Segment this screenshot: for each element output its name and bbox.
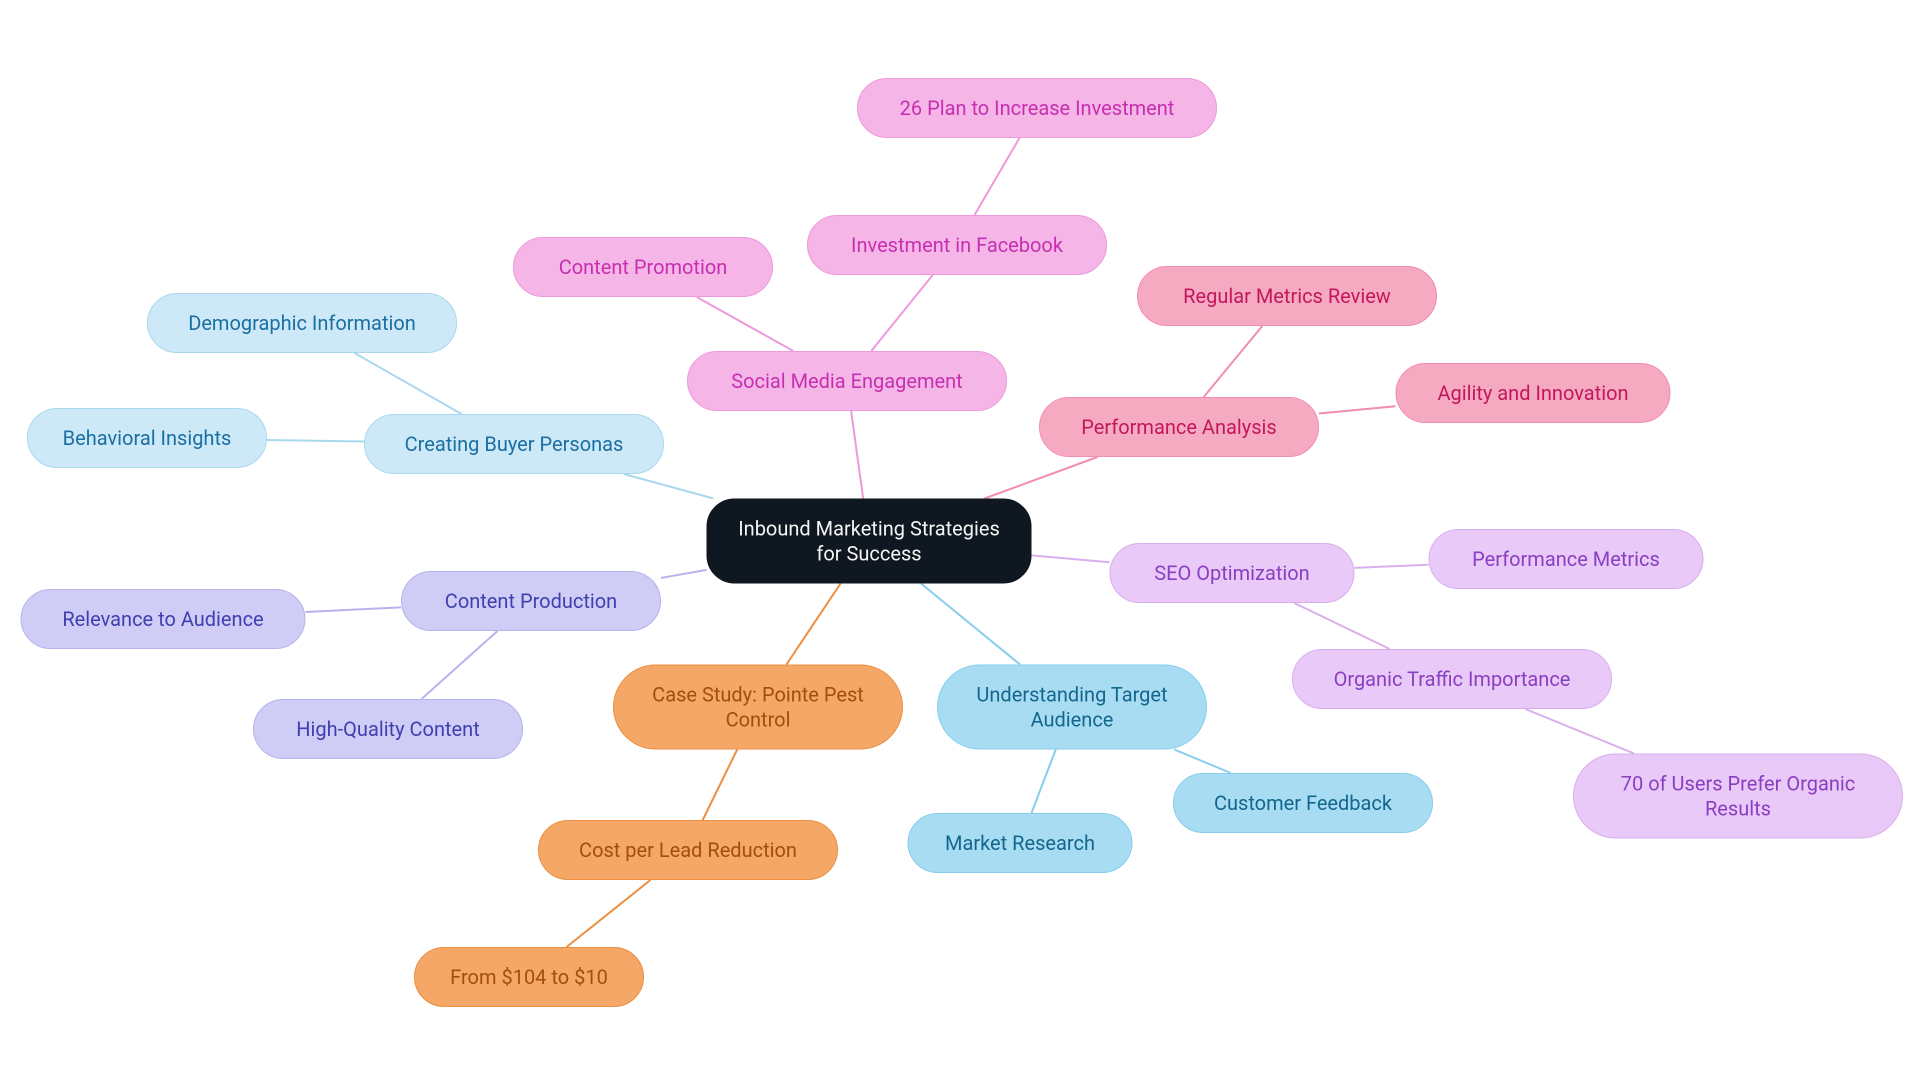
node-social: Social Media Engagement: [687, 351, 1007, 411]
node-demographic: Demographic Information: [147, 293, 457, 353]
node-label: Performance Metrics: [1472, 547, 1660, 572]
node-label: Inbound Marketing Strategies for Success: [738, 516, 1000, 566]
node-label: Agility and Innovation: [1437, 381, 1628, 406]
edge: [1525, 709, 1634, 754]
node-content-prod: Content Production: [401, 571, 661, 631]
node-label: From $104 to $10: [450, 965, 608, 990]
edge: [355, 353, 462, 414]
node-label: Customer Feedback: [1214, 791, 1392, 816]
node-behavioral: Behavioral Insights: [27, 408, 267, 468]
node-label: Demographic Information: [188, 311, 416, 336]
node-perf-metrics: Performance Metrics: [1429, 529, 1704, 589]
node-cpl: Cost per Lead Reduction: [538, 820, 838, 880]
edge: [267, 440, 364, 442]
node-case-study: Case Study: Pointe Pest Control: [613, 665, 903, 750]
node-understanding: Understanding Target Audience: [937, 665, 1207, 750]
edge: [1355, 565, 1429, 568]
node-root: Inbound Marketing Strategies for Success: [707, 499, 1032, 584]
node-market-research: Market Research: [908, 813, 1133, 873]
edge: [661, 570, 707, 578]
node-label: SEO Optimization: [1154, 561, 1309, 586]
edge: [871, 275, 932, 351]
edge: [985, 457, 1098, 499]
edge: [1174, 750, 1231, 774]
node-label: Cost per Lead Reduction: [579, 838, 797, 863]
node-label: Social Media Engagement: [731, 369, 962, 394]
node-label: Case Study: Pointe Pest Control: [652, 682, 864, 732]
mindmap-canvas: Inbound Marketing Strategies for Success…: [0, 0, 1920, 1083]
edge: [786, 584, 840, 665]
node-label: Performance Analysis: [1081, 415, 1276, 440]
node-label: Content Promotion: [559, 255, 728, 280]
edge: [1319, 406, 1396, 413]
node-label: 26 Plan to Increase Investment: [900, 96, 1175, 121]
node-label: Creating Buyer Personas: [405, 432, 624, 457]
edge: [851, 411, 863, 499]
node-label: Behavioral Insights: [63, 426, 232, 451]
node-cpl-value: From $104 to $10: [414, 947, 644, 1007]
edge: [975, 138, 1020, 215]
node-personas: Creating Buyer Personas: [364, 414, 664, 474]
edge: [1204, 326, 1263, 397]
node-organic-70: 70 of Users Prefer Organic Results: [1573, 754, 1903, 839]
edge: [921, 584, 1020, 665]
node-plan-26: 26 Plan to Increase Investment: [857, 78, 1217, 138]
node-relevance: Relevance to Audience: [21, 589, 306, 649]
node-label: Understanding Target Audience: [976, 682, 1167, 732]
node-label: High-Quality Content: [296, 717, 479, 742]
edge: [1031, 750, 1055, 814]
node-label: Organic Traffic Importance: [1334, 667, 1571, 692]
edge: [1294, 603, 1389, 649]
node-label: Relevance to Audience: [62, 607, 263, 632]
edge: [306, 607, 402, 612]
node-label: 70 of Users Prefer Organic Results: [1621, 771, 1855, 821]
node-label: Investment in Facebook: [851, 233, 1063, 258]
node-label: Regular Metrics Review: [1183, 284, 1391, 309]
node-high-quality: High-Quality Content: [253, 699, 523, 759]
node-content-promo: Content Promotion: [513, 237, 773, 297]
node-perf-analysis: Performance Analysis: [1039, 397, 1319, 457]
node-organic-traffic: Organic Traffic Importance: [1292, 649, 1612, 709]
node-seo: SEO Optimization: [1110, 543, 1355, 603]
node-metrics-review: Regular Metrics Review: [1137, 266, 1437, 326]
edge: [567, 880, 651, 947]
node-customer-feedback: Customer Feedback: [1173, 773, 1433, 833]
edge: [1032, 555, 1110, 562]
edge: [703, 750, 738, 821]
edge: [422, 631, 498, 699]
edge: [624, 474, 714, 499]
node-agility: Agility and Innovation: [1396, 363, 1671, 423]
node-label: Market Research: [945, 831, 1095, 856]
node-invest-fb: Investment in Facebook: [807, 215, 1107, 275]
edge: [697, 297, 794, 351]
node-label: Content Production: [445, 589, 617, 614]
